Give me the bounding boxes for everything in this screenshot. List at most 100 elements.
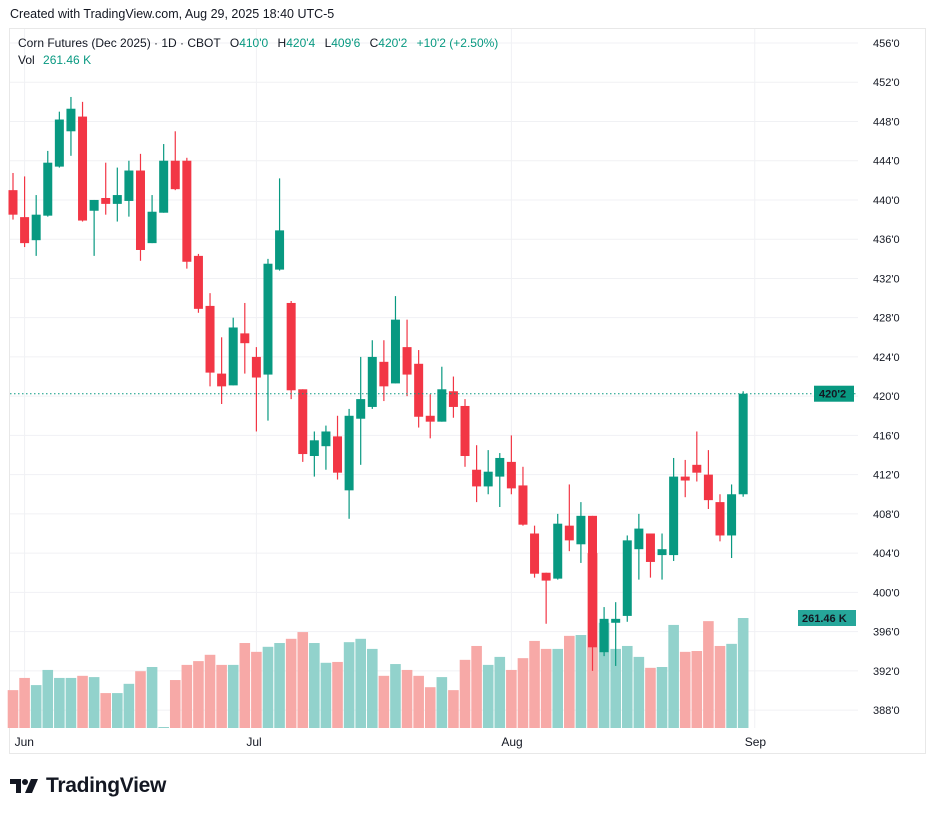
- candle-body: [727, 494, 737, 536]
- volume-bar: [274, 643, 285, 728]
- candle: [275, 178, 285, 271]
- candle: [622, 535, 632, 622]
- candle-body: [425, 415, 435, 422]
- symbol-title[interactable]: Corn Futures (Dec 2025) · 1D · CBOT: [18, 36, 221, 50]
- volume-bar: [100, 693, 112, 728]
- candle-body: [170, 160, 180, 190]
- tradingview-logo[interactable]: TradingView: [10, 774, 166, 798]
- volume-bar: [19, 677, 30, 728]
- candle-body: [611, 618, 621, 623]
- volume-bar: [645, 667, 656, 728]
- candle: [8, 172, 18, 220]
- volume-bar: [297, 632, 309, 728]
- candle: [66, 96, 76, 156]
- chart-frame: [9, 28, 926, 754]
- candle: [437, 366, 447, 422]
- price-tick-label: 396'0: [873, 627, 900, 639]
- candle: [518, 466, 528, 526]
- candle-body: [217, 373, 227, 387]
- volume-label: Vol: [18, 53, 35, 67]
- candle: [344, 408, 354, 519]
- candle: [703, 450, 713, 509]
- volume-bar: [621, 645, 633, 728]
- candle-body: [576, 515, 586, 545]
- volume-bar: [65, 677, 77, 728]
- volume-bar: [42, 669, 54, 728]
- price-tick-label: 408'0: [873, 509, 900, 521]
- grid-lines: [10, 29, 858, 728]
- candle-body: [541, 572, 551, 581]
- candle-body: [240, 333, 250, 344]
- time-tick-label: Jul: [246, 735, 261, 749]
- candle-body: [309, 440, 319, 457]
- candle-body: [321, 431, 331, 447]
- legend-row-volume: Vol 261.46 K: [18, 52, 498, 69]
- last-price-badge: [814, 385, 854, 402]
- candle-body: [78, 116, 88, 221]
- time-tick-label: Aug: [501, 735, 522, 749]
- candle: [727, 484, 737, 559]
- candle: [147, 195, 157, 244]
- price-tick-label: 428'0: [873, 313, 900, 325]
- candle-body: [31, 214, 41, 241]
- candle-body: [738, 393, 748, 495]
- volume-bar: [540, 648, 552, 728]
- price-tick-label: 448'0: [873, 116, 900, 128]
- volume-bar: [656, 666, 668, 728]
- candle-body: [472, 469, 482, 487]
- candle-body: [344, 415, 354, 491]
- candle: [645, 533, 655, 578]
- price-tick-label: 424'0: [873, 352, 900, 364]
- candle: [217, 337, 227, 405]
- volume-bar: [7, 690, 19, 728]
- volume-bar: [610, 648, 621, 728]
- last-volume-badge: [798, 610, 856, 626]
- volume-bar: [169, 680, 181, 728]
- candle: [657, 533, 667, 580]
- volume-bar: [390, 664, 401, 728]
- price-tick-label: 404'0: [873, 548, 900, 560]
- candle: [31, 195, 41, 256]
- volume-bar: [575, 635, 587, 728]
- candle-body: [588, 515, 597, 648]
- candle: [89, 199, 99, 256]
- candle: [205, 293, 215, 387]
- candle-body: [54, 119, 64, 167]
- candle: [715, 494, 725, 542]
- created-with-caption: Created with TradingView.com, Aug 29, 20…: [10, 7, 335, 21]
- candle-body: [112, 195, 122, 204]
- candle-body: [193, 255, 203, 309]
- candle: [576, 502, 586, 563]
- candle-body: [703, 474, 713, 501]
- candle-body: [159, 160, 169, 213]
- candle: [506, 435, 516, 495]
- candle: [738, 391, 748, 497]
- candle: [101, 162, 111, 215]
- volume-bar: [193, 661, 204, 728]
- candle: [228, 317, 238, 386]
- volume-bar: [378, 675, 390, 728]
- low-label: L: [324, 36, 332, 50]
- candle: [599, 607, 609, 657]
- volume-bar: [459, 659, 471, 728]
- candle-body: [89, 199, 99, 211]
- candle: [112, 167, 122, 222]
- price-tick-label: 412'0: [873, 470, 900, 482]
- volume-bar: [320, 662, 332, 728]
- volume-bar: [529, 640, 540, 728]
- candle-body: [275, 230, 285, 270]
- candle: [564, 484, 574, 552]
- candle-body: [20, 217, 30, 244]
- volume-bar: [668, 624, 679, 728]
- volume-bar: [366, 648, 378, 728]
- volume-bar: [564, 635, 575, 728]
- volume-bar: [146, 666, 158, 728]
- candle-body: [43, 162, 53, 216]
- volume-bar: [517, 658, 529, 728]
- candle: [495, 453, 505, 508]
- volume-bar: [482, 664, 494, 728]
- price-tick-label: 452'0: [873, 77, 900, 89]
- candle: [530, 525, 540, 578]
- candle: [379, 340, 389, 402]
